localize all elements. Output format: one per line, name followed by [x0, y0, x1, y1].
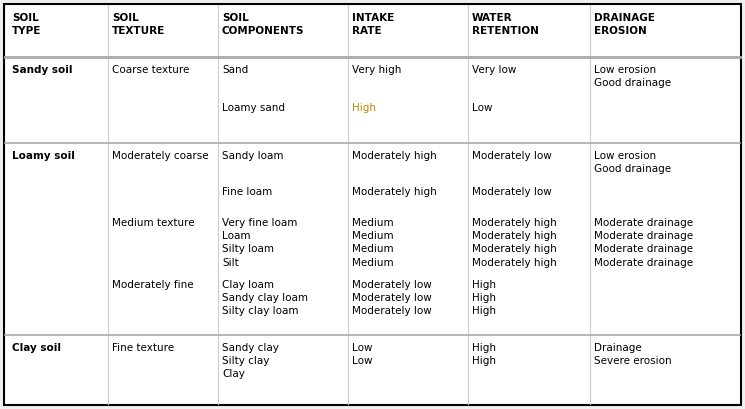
Text: Sandy soil: Sandy soil: [12, 65, 72, 75]
Text: Clay soil: Clay soil: [12, 343, 61, 353]
Text: Loamy sand: Loamy sand: [222, 103, 285, 113]
Text: SOIL
TEXTURE: SOIL TEXTURE: [112, 13, 165, 36]
Text: Moderately low
Moderately low
Moderately low: Moderately low Moderately low Moderately…: [352, 280, 432, 317]
Text: Moderately high
Moderately high
Moderately high
Moderately high: Moderately high Moderately high Moderate…: [472, 218, 557, 267]
Text: Drainage
Severe erosion: Drainage Severe erosion: [594, 343, 672, 366]
Text: WATER
RETENTION: WATER RETENTION: [472, 13, 539, 36]
Text: Coarse texture: Coarse texture: [112, 65, 189, 75]
Text: Low
Low: Low Low: [352, 343, 372, 366]
Text: Low erosion
Good drainage: Low erosion Good drainage: [594, 151, 671, 174]
Text: SOIL
TYPE: SOIL TYPE: [12, 13, 42, 36]
Text: Fine texture: Fine texture: [112, 343, 174, 353]
Text: Sand: Sand: [222, 65, 248, 75]
Text: Low: Low: [472, 103, 492, 113]
Text: High
High
High: High High High: [472, 280, 496, 317]
Text: Moderately low: Moderately low: [472, 151, 552, 161]
Text: Moderately fine: Moderately fine: [112, 280, 194, 290]
Text: Sandy clay
Silty clay
Clay: Sandy clay Silty clay Clay: [222, 343, 279, 380]
Text: Loamy soil: Loamy soil: [12, 151, 75, 161]
Text: Medium
Medium
Medium
Medium: Medium Medium Medium Medium: [352, 218, 393, 267]
Text: Medium texture: Medium texture: [112, 218, 194, 228]
Text: INTAKE
RATE: INTAKE RATE: [352, 13, 394, 36]
Text: Moderate drainage
Moderate drainage
Moderate drainage
Moderate drainage: Moderate drainage Moderate drainage Mode…: [594, 218, 693, 267]
Text: Moderately coarse: Moderately coarse: [112, 151, 209, 161]
Text: Low erosion
Good drainage: Low erosion Good drainage: [594, 65, 671, 88]
Text: Very fine loam
Loam
Silty loam
Silt: Very fine loam Loam Silty loam Silt: [222, 218, 297, 267]
Text: Moderately high: Moderately high: [352, 151, 437, 161]
Text: Sandy loam: Sandy loam: [222, 151, 284, 161]
Text: Clay loam
Sandy clay loam
Silty clay loam: Clay loam Sandy clay loam Silty clay loa…: [222, 280, 308, 317]
Text: High
High: High High: [472, 343, 496, 366]
Text: Moderately high: Moderately high: [352, 187, 437, 197]
Text: SOIL
COMPONENTS: SOIL COMPONENTS: [222, 13, 305, 36]
Text: Very high: Very high: [352, 65, 402, 75]
Text: Very low: Very low: [472, 65, 516, 75]
Text: Fine loam: Fine loam: [222, 187, 272, 197]
Text: DRAINAGE
EROSION: DRAINAGE EROSION: [594, 13, 655, 36]
Text: High: High: [352, 103, 376, 113]
Text: Moderately low: Moderately low: [472, 187, 552, 197]
